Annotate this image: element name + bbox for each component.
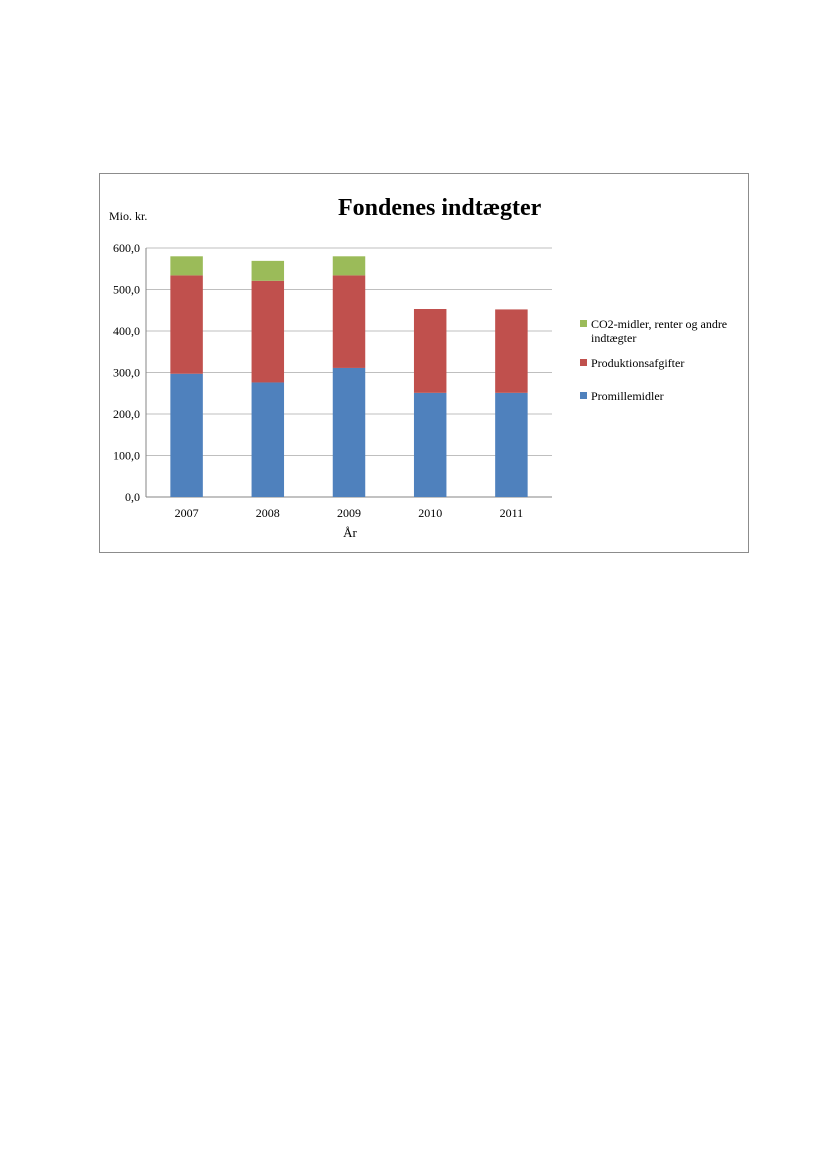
bar-segment	[251, 382, 285, 497]
bar-segment	[332, 275, 366, 368]
bar-segment	[170, 275, 203, 374]
y-tick-label: 500,0	[113, 283, 140, 297]
legend-swatch	[580, 392, 587, 399]
bar-segment	[332, 367, 366, 497]
legend-label: Promillemidler	[591, 389, 664, 403]
y-tick-label: 100,0	[113, 449, 140, 463]
y-axis-label: Mio. kr.	[109, 209, 147, 223]
legend-item: CO2-midler, renter og andre indtægter	[580, 317, 745, 345]
bar-segment	[170, 373, 203, 497]
legend: CO2-midler, renter og andre indtægter Pro…	[580, 317, 745, 414]
bar-segment	[413, 309, 447, 393]
x-tick-label: 2011	[500, 506, 524, 520]
bar-segment	[413, 392, 447, 497]
bar-segment	[495, 392, 528, 497]
bar-segment	[251, 280, 285, 383]
x-axis-label: År	[343, 525, 357, 540]
bar-segment	[332, 256, 366, 276]
bar-segment	[251, 260, 285, 281]
x-tick-label: 2008	[256, 506, 280, 520]
legend-swatch	[580, 320, 587, 327]
x-tick-label: 2007	[175, 506, 199, 520]
y-tick-label: 600,0	[113, 241, 140, 255]
chart-container: Fondenes indtægter Mio. kr. År 0,0 100,0 2…	[99, 173, 749, 553]
bar-segment	[170, 256, 203, 276]
y-tick-label: 300,0	[113, 366, 140, 380]
bar-segment	[495, 309, 528, 393]
chart-title: Fondenes indtægter	[338, 195, 542, 221]
y-tick-label: 0,0	[125, 490, 140, 504]
x-tick-label: 2009	[337, 506, 361, 520]
y-tick-label: 400,0	[113, 324, 140, 338]
y-tick-label: 200,0	[113, 407, 140, 421]
legend-item: Promillemidler	[580, 389, 745, 403]
stacked-bar-chart: Fondenes indtægter Mio. kr. År 0,0 100,0 2…	[109, 195, 552, 540]
legend-label: CO2-midler, renter og andre indtægter	[591, 317, 728, 345]
legend-swatch	[580, 359, 587, 366]
legend-label: Produktionsafgifter	[591, 356, 685, 370]
axis-ticks: 0,0 100,0 200,0 300,0 400,0 500,0 600,0 2007 200…	[113, 241, 523, 520]
legend-item: Produktionsafgifter	[580, 356, 745, 370]
bars	[170, 256, 528, 497]
x-tick-label: 2010	[418, 506, 442, 520]
